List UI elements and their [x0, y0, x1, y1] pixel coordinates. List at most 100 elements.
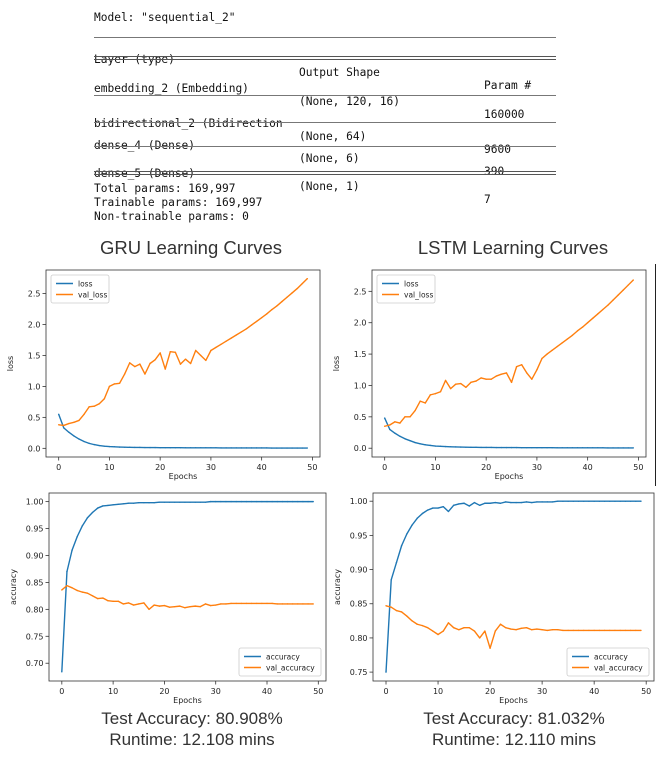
data-point-accuracy — [81, 525, 84, 527]
series-line-val-accuracy — [61, 584, 314, 611]
series-line-loss — [384, 417, 634, 449]
data-point-accuracy — [400, 544, 403, 547]
data-point-val-loss — [144, 373, 146, 375]
data-point-loss — [586, 447, 589, 449]
trainable-params: Trainable params: 169,997 — [94, 196, 263, 209]
x-axis-label: Epochs — [495, 472, 524, 481]
data-point-accuracy — [562, 500, 564, 502]
data-point-accuracy — [122, 503, 125, 505]
data-point-val-loss — [179, 363, 182, 365]
data-point-val-accuracy — [189, 605, 191, 608]
data-point-val-loss — [424, 402, 426, 404]
data-point-accuracy — [452, 504, 455, 507]
data-point-accuracy — [598, 500, 601, 502]
data-point-val-loss — [271, 308, 273, 311]
data-point-accuracy — [567, 500, 569, 502]
data-point-loss — [301, 447, 303, 449]
data-point-accuracy — [385, 671, 387, 673]
data-point-val-accuracy — [421, 624, 424, 627]
data-point-val-accuracy — [276, 603, 278, 605]
data-point-accuracy — [468, 505, 470, 507]
data-point-loss — [399, 435, 401, 437]
data-point-val-loss — [194, 349, 197, 352]
layer-output-shape: (None, 120, 16) — [299, 95, 401, 108]
data-point-val-loss — [245, 328, 248, 330]
data-point-loss — [123, 446, 126, 448]
x-tick-label: 0 — [59, 687, 64, 696]
data-point-val-accuracy — [437, 633, 439, 636]
data-point-accuracy — [395, 562, 398, 564]
data-point-val-accuracy — [76, 589, 78, 592]
data-point-accuracy — [107, 504, 109, 507]
data-point-val-loss — [419, 400, 421, 402]
y-tick-label: 0.90 — [26, 551, 44, 560]
header-output-shape: Output Shape — [299, 66, 380, 79]
legend: accuracy val_accuracy — [238, 647, 322, 677]
data-point-val-accuracy — [458, 629, 460, 631]
data-point-val-loss — [134, 365, 136, 368]
y-tick-label: 0.75 — [350, 668, 368, 677]
data-point-accuracy — [86, 517, 89, 519]
data-point-loss — [118, 446, 121, 448]
data-point-val-loss — [556, 345, 558, 348]
data-point-val-loss — [389, 424, 391, 426]
x-tick-label: 20 — [155, 463, 165, 472]
data-point-val-loss — [434, 392, 437, 395]
data-point-val-loss — [383, 425, 386, 427]
y-axis-label: loss — [332, 356, 341, 371]
legend-box — [566, 647, 650, 677]
data-point-loss — [88, 442, 90, 445]
data-point-val-loss — [286, 296, 288, 298]
data-point-accuracy — [97, 507, 99, 509]
data-point-val-accuracy — [484, 630, 486, 632]
y-tick-label: 1.00 — [350, 497, 368, 506]
data-point-accuracy — [250, 500, 253, 503]
data-point-val-accuracy — [463, 626, 465, 629]
summary-row-rule — [94, 95, 556, 96]
data-point-val-loss — [255, 320, 258, 323]
y-tick-label: 1.5 — [28, 351, 41, 360]
data-point-val-accuracy — [261, 602, 263, 605]
data-point-val-accuracy — [562, 629, 564, 632]
data-point-val-loss — [154, 359, 156, 361]
data-point-accuracy — [112, 504, 114, 506]
data-point-val-loss — [612, 299, 614, 301]
data-point-val-accuracy — [629, 629, 632, 632]
data-point-loss — [78, 438, 80, 440]
data-point-val-accuracy — [86, 592, 89, 594]
data-point-val-accuracy — [619, 629, 621, 632]
data-point-accuracy — [551, 501, 554, 503]
y-tick-label: 0.0 — [354, 444, 367, 453]
data-point-loss — [179, 447, 182, 449]
data-point-loss — [632, 447, 635, 449]
data-point-val-loss — [281, 300, 283, 303]
data-point-val-accuracy — [163, 604, 166, 607]
y-tick-label: 0.80 — [350, 634, 368, 643]
data-point-loss — [505, 446, 508, 449]
data-point-loss — [475, 446, 477, 449]
lstm-test-accuracy: Test Accuracy: 81.032% — [423, 709, 605, 728]
data-point-val-accuracy — [235, 602, 237, 605]
data-point-accuracy — [635, 500, 637, 502]
legend-box — [376, 274, 436, 304]
data-point-loss — [566, 447, 569, 449]
data-point-val-accuracy — [127, 602, 130, 604]
data-point-accuracy — [225, 500, 227, 503]
data-point-loss — [174, 447, 177, 449]
x-tick-label: 20 — [485, 687, 495, 696]
data-point-loss — [470, 446, 472, 448]
data-point-val-loss — [93, 405, 95, 407]
data-point-loss — [571, 447, 574, 449]
legend-label: loss — [404, 280, 419, 289]
series-line-accuracy — [385, 500, 641, 673]
data-point-val-accuracy — [143, 602, 145, 604]
data-point-val-accuracy — [107, 600, 109, 602]
data-point-loss — [449, 446, 452, 448]
data-point-accuracy — [640, 500, 642, 502]
data-point-val-accuracy — [230, 602, 232, 605]
data-point-loss — [83, 440, 85, 443]
data-point-val-loss — [627, 284, 629, 286]
model-name-line: Model: "sequential_2" — [94, 11, 236, 24]
x-tick-label: 40 — [257, 463, 267, 472]
x-tick-label: 40 — [583, 463, 593, 472]
